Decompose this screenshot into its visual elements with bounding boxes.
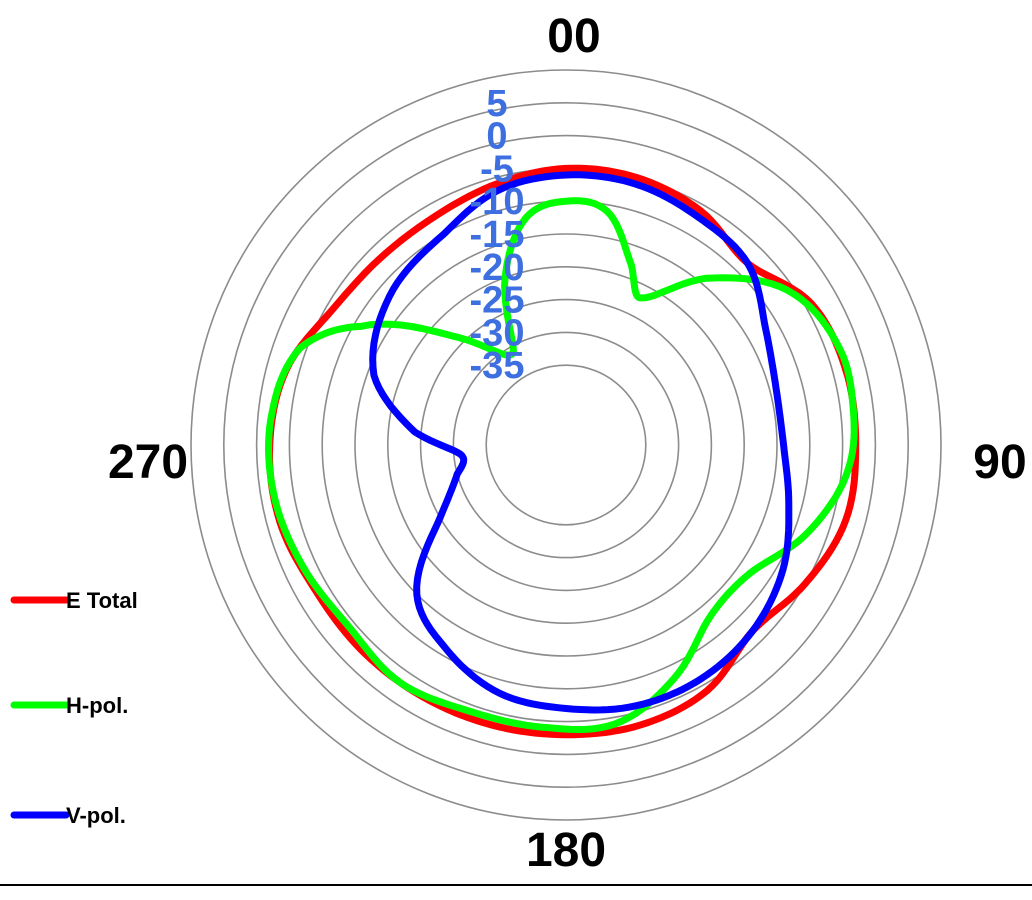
angle-label-270: 270 bbox=[108, 436, 188, 489]
r-tick-label: -25 bbox=[470, 280, 525, 322]
grid-ring bbox=[386, 265, 745, 624]
bottom-rule bbox=[0, 884, 1032, 886]
r-tick-label: 0 bbox=[486, 116, 507, 158]
r-tick-label: -15 bbox=[470, 214, 525, 256]
r-tick-label: -35 bbox=[470, 345, 525, 387]
grid-ring bbox=[485, 364, 647, 526]
series-line-h-pol bbox=[265, 197, 858, 733]
grid-ring bbox=[190, 69, 942, 821]
angle-label-180: 180 bbox=[526, 824, 606, 877]
series-layer bbox=[265, 164, 860, 739]
legend-label-v-pol: V-pol. bbox=[66, 803, 126, 828]
series-line-v-pol bbox=[369, 171, 793, 714]
legend: E Total H-pol. V-pol. bbox=[10, 588, 138, 828]
grid-ring bbox=[452, 331, 680, 559]
radial-tick-labels: 50-5-10-15-20-25-30-35 bbox=[470, 83, 525, 387]
angle-label-0: 00 bbox=[547, 10, 600, 63]
r-tick-label: -5 bbox=[480, 148, 514, 190]
angle-labels: 00 90 180 270 bbox=[108, 10, 1027, 877]
r-tick-label: -10 bbox=[470, 181, 525, 223]
grid-ring bbox=[419, 298, 713, 592]
grid-ring bbox=[354, 233, 778, 657]
r-tick-label: 5 bbox=[486, 83, 507, 125]
grid-ring bbox=[222, 101, 910, 789]
r-tick-label: -30 bbox=[470, 312, 525, 354]
series-line-e-total bbox=[266, 164, 860, 739]
legend-label-h-pol: H-pol. bbox=[66, 693, 128, 718]
grid-ring bbox=[255, 134, 877, 756]
grid-rings bbox=[190, 69, 942, 821]
legend-label-e-total: E Total bbox=[66, 588, 138, 613]
r-tick-label: -20 bbox=[470, 247, 525, 289]
grid-ring bbox=[321, 200, 811, 690]
grid-ring bbox=[288, 167, 844, 723]
angle-label-90: 90 bbox=[973, 436, 1026, 489]
